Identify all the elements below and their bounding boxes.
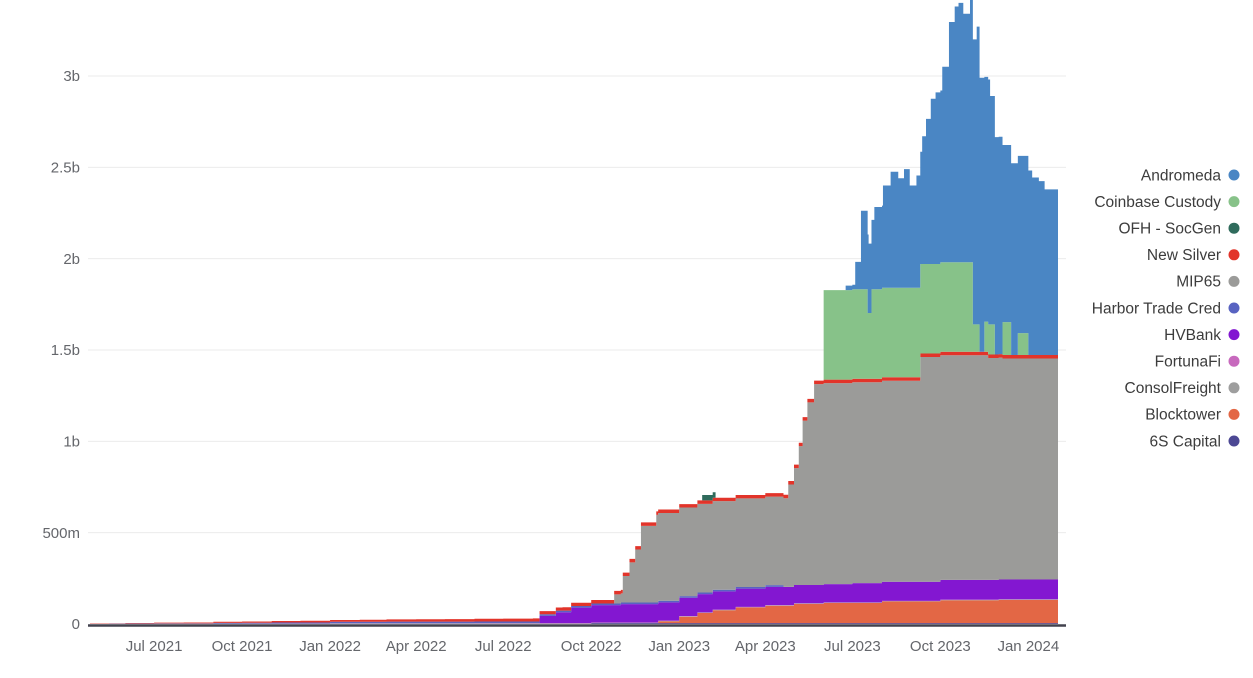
legend-dot-fortunafi bbox=[1228, 355, 1240, 367]
legend-item-hvbank[interactable]: HVBank bbox=[1164, 327, 1240, 344]
legend-label-harbor-trade-cred: Harbor Trade Cred bbox=[1092, 300, 1221, 317]
y-tick-label-3b: 3b bbox=[63, 68, 80, 85]
x-tick-label-jan-2022: Jan 2022 bbox=[299, 638, 361, 655]
legend-dot-harbor-trade-cred bbox=[1228, 302, 1240, 314]
y-tick-label-500m: 500m bbox=[42, 525, 80, 542]
y-tick-label-2b: 2b bbox=[63, 251, 80, 268]
legend-label-6s-capital: 6S Capital bbox=[1149, 433, 1221, 450]
legend-dot-coinbase-custody bbox=[1228, 196, 1240, 208]
legend-dot-hvbank bbox=[1228, 329, 1240, 341]
legend-label-blocktower: Blocktower bbox=[1145, 407, 1221, 424]
legend-dot-andromeda bbox=[1228, 169, 1240, 181]
legend-item-fortunafi[interactable]: FortunaFi bbox=[1155, 353, 1240, 370]
y-tick-label-2.5b: 2.5b bbox=[51, 159, 80, 176]
area-hvbank bbox=[90, 579, 1058, 624]
legend-dot-new-silver bbox=[1228, 249, 1240, 261]
area-mip65 bbox=[90, 355, 1058, 624]
legend-label-new-silver: New Silver bbox=[1147, 247, 1221, 264]
x-tick-label-oct-2023: Oct 2023 bbox=[910, 638, 971, 655]
legend-dot-mip65 bbox=[1228, 275, 1240, 287]
legend-dot-consolfreight bbox=[1228, 382, 1240, 394]
x-tick-label-jul-2023: Jul 2023 bbox=[824, 638, 881, 655]
y-tick-label-1b: 1b bbox=[63, 433, 80, 450]
x-tick-label-jan-2024: Jan 2024 bbox=[997, 638, 1059, 655]
area-6s-capital bbox=[90, 623, 1058, 624]
legend-item-harbor-trade-cred[interactable]: Harbor Trade Cred bbox=[1092, 300, 1240, 317]
legend-item-blocktower[interactable]: Blocktower bbox=[1145, 407, 1240, 424]
legend-label-fortunafi: FortunaFi bbox=[1155, 353, 1221, 370]
legend-item-andromeda[interactable]: Andromeda bbox=[1141, 167, 1240, 184]
legend-label-coinbase-custody: Coinbase Custody bbox=[1094, 194, 1221, 211]
legend-item-coinbase-custody[interactable]: Coinbase Custody bbox=[1094, 194, 1240, 211]
area-andromeda bbox=[90, 0, 1058, 624]
x-tick-label-apr-2023: Apr 2023 bbox=[735, 638, 796, 655]
legend-label-hvbank: HVBank bbox=[1164, 327, 1221, 344]
y-tick-label-1.5b: 1.5b bbox=[51, 342, 80, 359]
x-tick-label-apr-2022: Apr 2022 bbox=[386, 638, 447, 655]
legend-item-mip65[interactable]: MIP65 bbox=[1176, 274, 1240, 291]
legend-item-new-silver[interactable]: New Silver bbox=[1147, 247, 1240, 264]
legend-item-6s-capital[interactable]: 6S Capital bbox=[1149, 433, 1240, 450]
legend-dot-blocktower bbox=[1228, 408, 1240, 420]
x-tick-label-jul-2021: Jul 2021 bbox=[126, 638, 183, 655]
legend-dot-6s-capital bbox=[1228, 435, 1240, 447]
x-tick-label-jul-2022: Jul 2022 bbox=[475, 638, 532, 655]
x-tick-label-jan-2023: Jan 2023 bbox=[648, 638, 710, 655]
area-blocktower bbox=[90, 599, 1058, 624]
legend-label-consolfreight: ConsolFreight bbox=[1125, 380, 1222, 397]
legend-dot-ofh-socgen bbox=[1228, 222, 1240, 234]
x-tick-label-oct-2022: Oct 2022 bbox=[561, 638, 622, 655]
legend-label-ofh-socgen: OFH - SocGen bbox=[1119, 220, 1222, 237]
area-coinbase-custody bbox=[90, 262, 1058, 624]
legend-item-ofh-socgen[interactable]: OFH - SocGen bbox=[1119, 220, 1240, 237]
y-tick-label-0: 0 bbox=[72, 616, 80, 633]
legend-item-consolfreight[interactable]: ConsolFreight bbox=[1125, 380, 1240, 397]
legend-label-andromeda: Andromeda bbox=[1141, 167, 1222, 184]
x-tick-label-oct-2021: Oct 2021 bbox=[212, 638, 273, 655]
legend-label-mip65: MIP65 bbox=[1176, 274, 1221, 291]
